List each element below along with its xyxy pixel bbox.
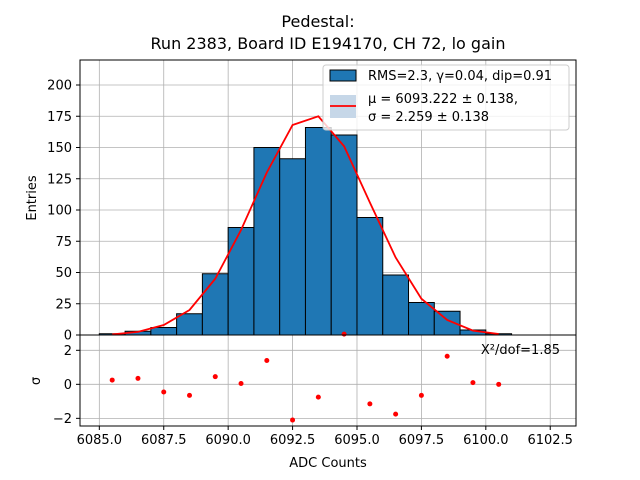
- y-axis-ticks-bottom: −2 0 2: [53, 344, 80, 427]
- legend-hist-label: RMS=2.3, γ=0.04, dip=0.91: [368, 69, 552, 84]
- bottom-grid: [80, 335, 576, 426]
- x-tick-label: 6085.0: [77, 433, 123, 448]
- residual-point: [135, 375, 141, 381]
- y-tick-label-top: 50: [55, 266, 72, 281]
- bottom-axes-frame: [79, 334, 577, 427]
- y-tick-label-top: 175: [47, 110, 72, 125]
- residual-point: [238, 380, 244, 386]
- y-tick-label-top: 100: [47, 204, 72, 219]
- fit-curve: [112, 115, 499, 336]
- residual-point: [393, 411, 399, 417]
- x-axis-label: ADC Counts: [289, 456, 367, 471]
- x-tick-label: 6095.0: [334, 433, 380, 448]
- residual-point: [367, 401, 373, 407]
- y-axis-label-bottom: σ: [29, 377, 44, 385]
- x-tick-label: 6087.5: [141, 433, 187, 448]
- histogram-bar: [330, 134, 358, 336]
- histogram-bar: [201, 273, 229, 336]
- histogram-bar: [382, 274, 410, 336]
- residual-point: [315, 394, 321, 400]
- y-tick-label-top: 25: [55, 297, 72, 312]
- y-tick-label-top: 200: [47, 79, 72, 94]
- chart-title-line2: Run 2383, Board ID E194170, CH 72, lo ga…: [151, 34, 506, 53]
- residual-point: [187, 392, 193, 398]
- y-tick-label-bottom: −2: [53, 412, 72, 427]
- x-tick-label: 6090.0: [205, 433, 251, 448]
- residual-point: [161, 389, 167, 395]
- histogram-bars: [98, 127, 513, 336]
- histogram-bar: [356, 217, 384, 336]
- y-tick-label-bottom: 2: [64, 344, 72, 359]
- residual-point: [109, 377, 115, 383]
- y-tick-label-top: 75: [55, 235, 72, 250]
- histogram-bar: [304, 127, 332, 336]
- residual-point: [444, 353, 450, 359]
- legend-box: [322, 64, 570, 131]
- chi2-label: X²/dof=1.85: [481, 343, 560, 358]
- legend-fit-label-line2: σ = 2.259 ± 0.138: [368, 110, 489, 125]
- y-axis-ticks-top: 0 25 50 75 100 125 150 175 200: [47, 79, 80, 344]
- residual-point: [290, 417, 296, 423]
- legend-fit-label-line1: μ = 6093.222 ± 0.138,: [368, 92, 518, 107]
- residual-point: [212, 374, 218, 380]
- histogram-bar: [408, 302, 435, 336]
- y-tick-label-top: 125: [47, 172, 72, 187]
- histogram-bar: [253, 147, 281, 336]
- residual-point: [496, 381, 502, 387]
- legend-hist-patch: [329, 69, 357, 82]
- histogram-bar: [279, 158, 306, 336]
- residual-point: [418, 392, 424, 398]
- y-tick-label-top: 0: [64, 329, 72, 344]
- legend: RMS=2.3, γ=0.04, dip=0.91 μ = 6093.222 ±…: [322, 64, 570, 131]
- y-axis-label-top: Entries: [25, 175, 40, 221]
- residual-point: [264, 358, 270, 364]
- x-tick-label: 6097.5: [399, 433, 445, 448]
- histogram-bar: [150, 327, 178, 336]
- histogram-bar: [176, 313, 203, 336]
- residual-point: [470, 380, 476, 386]
- x-axis-ticks: 6085.0 6087.5 6090.0 6092.5 6095.0 6097.5 6100…: [77, 426, 573, 448]
- chart-title-line1: Pedestal:: [281, 12, 354, 31]
- x-tick-label: 6102.5: [527, 433, 573, 448]
- x-tick-label: 6092.5: [270, 433, 316, 448]
- y-tick-label-top: 150: [47, 141, 72, 156]
- x-tick-label: 6100.0: [463, 433, 509, 448]
- residual-points: [109, 331, 502, 423]
- histogram-bar: [227, 227, 255, 336]
- residual-point: [341, 331, 347, 337]
- y-tick-label-bottom: 0: [64, 378, 72, 393]
